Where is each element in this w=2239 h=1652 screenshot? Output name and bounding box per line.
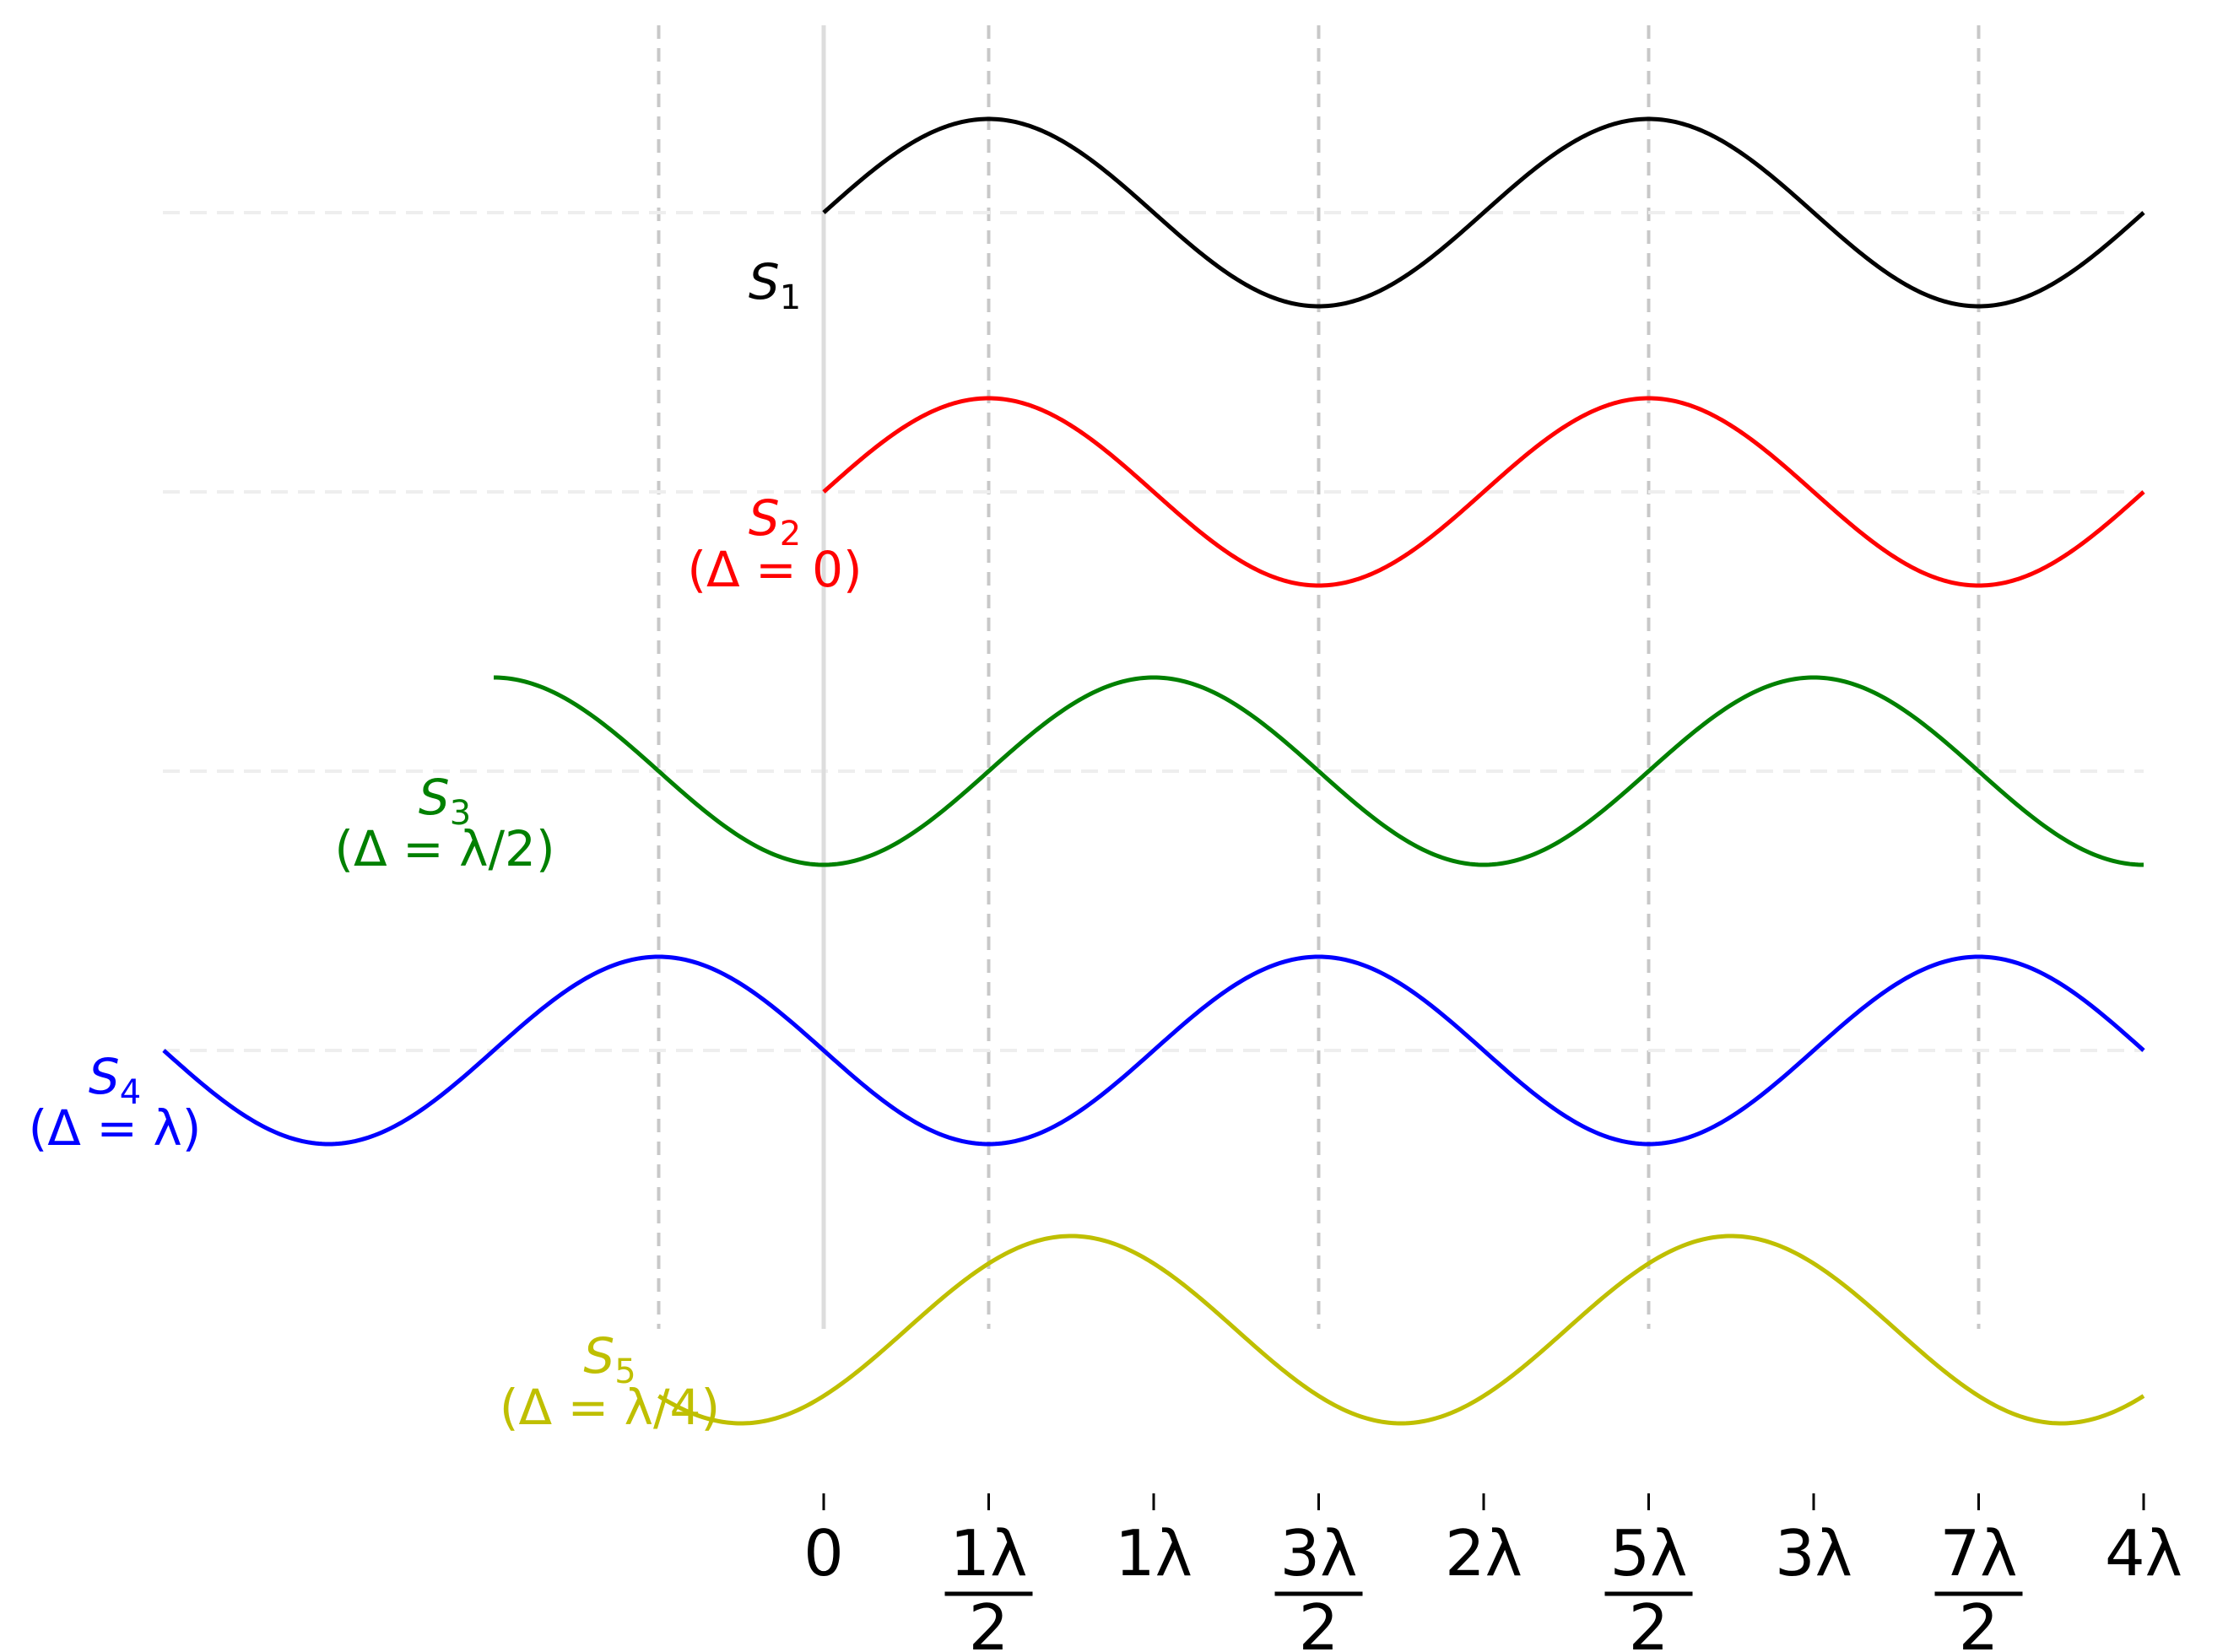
series-line-S4	[162, 954, 2145, 1147]
x-tick-label-4: 2λ	[1445, 1516, 1522, 1590]
x-tick-label-8: 4λ	[2105, 1516, 2182, 1590]
x-tick-5: 5λ2	[1604, 1493, 1693, 1652]
x-tick-2: 1λ	[1115, 1493, 1193, 1590]
series-name-S1: S1	[749, 253, 801, 317]
series-label-S1: S1	[749, 253, 801, 317]
series-name-S5: S5	[583, 1327, 635, 1391]
series-label-S5: S5(Δ = λ/4)	[500, 1327, 720, 1436]
x-tick-3: 3λ2	[1274, 1493, 1363, 1652]
series-delta-S2: (Δ = 0)	[687, 541, 862, 598]
series-line-S3	[493, 675, 2144, 867]
x-tick-denominator-7: 2	[1959, 1590, 1999, 1652]
x-tick-denominator-1: 2	[969, 1590, 1009, 1652]
horizontal-baselines	[163, 211, 2144, 1052]
x-tick-1: 1λ2	[944, 1493, 1033, 1652]
x-tick-0: 0	[803, 1493, 844, 1590]
x-tick-numerator-5: 5λ	[1609, 1516, 1687, 1590]
wave-series	[162, 116, 2145, 1426]
x-tick-numerator-1: 1λ	[949, 1516, 1027, 1590]
x-tick-7: 7λ2	[1934, 1493, 2023, 1652]
series-delta-S5: (Δ = λ/4)	[500, 1379, 720, 1436]
x-tick-denominator-3: 2	[1299, 1590, 1339, 1652]
x-tick-4: 2λ	[1445, 1493, 1522, 1590]
x-tick-denominator-5: 2	[1629, 1590, 1669, 1652]
x-tick-label-2: 1λ	[1115, 1516, 1193, 1590]
series-line-S2	[822, 396, 2145, 588]
vertical-guides	[657, 25, 1981, 1329]
x-tick-6: 3λ	[1775, 1493, 1852, 1590]
series-delta-S4: (Δ = λ)	[29, 1099, 202, 1157]
series-name-S4: S4	[89, 1048, 141, 1112]
series-label-S4: S4(Δ = λ)	[29, 1048, 202, 1157]
series-name-S3: S3	[419, 769, 471, 833]
series-label-S2: S2(Δ = 0)	[687, 489, 862, 598]
series-line-S1	[822, 116, 2145, 309]
series-delta-S3: (Δ = λ/2)	[334, 820, 554, 877]
series-line-S5	[657, 1234, 2145, 1426]
x-tick-label-0: 0	[803, 1516, 844, 1590]
series-name-S2: S2	[749, 489, 801, 553]
x-tick-numerator-7: 7λ	[1939, 1516, 2017, 1590]
x-tick-numerator-3: 3λ	[1279, 1516, 1357, 1590]
x-tick-label-6: 3λ	[1775, 1516, 1852, 1590]
x-tick-8: 4λ	[2105, 1493, 2182, 1590]
series-label-S3: S3(Δ = λ/2)	[334, 769, 554, 877]
